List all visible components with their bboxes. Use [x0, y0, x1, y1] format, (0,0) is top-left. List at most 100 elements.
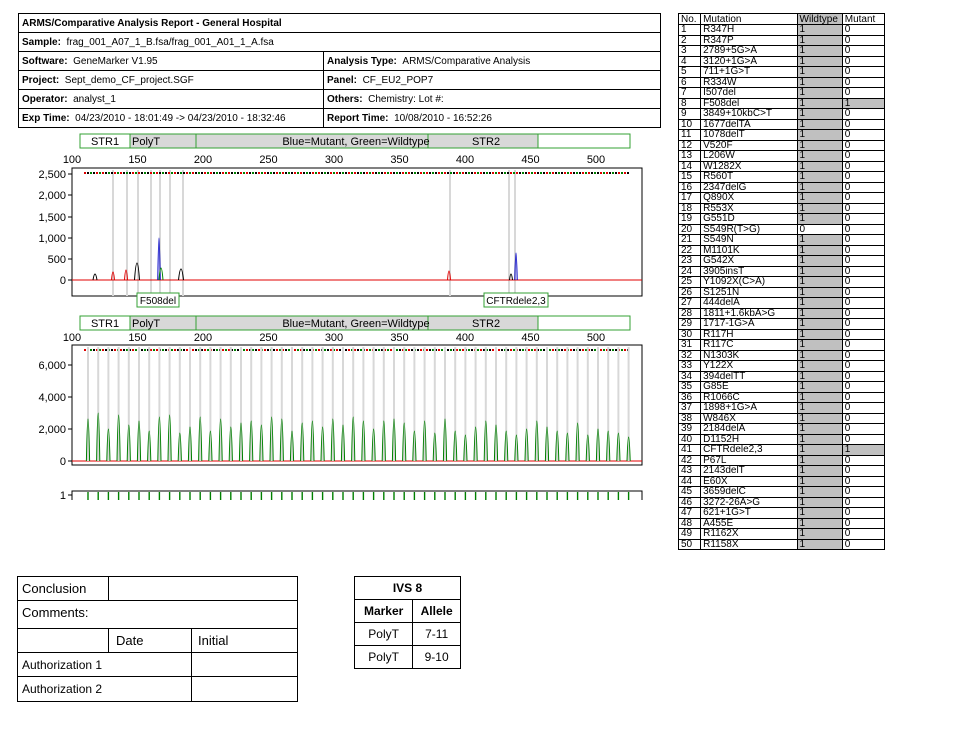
top-strip-dot [288, 349, 290, 351]
mutation-wildtype: 1 [796, 360, 843, 372]
top-strip-dot [501, 349, 503, 351]
top-strip-dot [264, 172, 266, 174]
x-tick-label: 500 [587, 154, 605, 166]
mutation-wildtype: 1 [796, 391, 843, 403]
top-strip-dot [552, 349, 554, 351]
top-strip-dot [195, 172, 197, 174]
top-strip-dot [144, 349, 146, 351]
peak [391, 418, 397, 462]
mutation-wildtype: 1 [796, 339, 843, 351]
top-strip-dot [618, 172, 620, 174]
top-strip-dot [198, 172, 200, 174]
top-strip-dot [330, 172, 332, 174]
top-strip-dot [351, 349, 353, 351]
peak [111, 271, 115, 281]
authorization-2-label: Authorization 2 [22, 682, 103, 696]
mutation-no: 4 [677, 55, 702, 67]
top-strip-dot [156, 349, 158, 351]
mutation-no: 19 [677, 213, 702, 225]
top-strip-dot [597, 172, 599, 174]
top-strip-dot [120, 172, 122, 174]
mutation-row: 19 G551D 1 0 [677, 213, 886, 225]
peak [504, 430, 509, 462]
mutation-mutant: 1 [841, 97, 886, 109]
top-strip-dot [282, 349, 284, 351]
top-strip-dot [213, 172, 215, 174]
top-strip-dot [285, 349, 287, 351]
analysis-type-label: Analysis Type: [327, 56, 397, 67]
top-strip-dot [471, 349, 473, 351]
top-strip-dot [276, 349, 278, 351]
mutation-no: 48 [677, 517, 702, 529]
mutation-no: 11 [677, 129, 702, 141]
peak [300, 422, 305, 462]
mutation-mutant: 0 [841, 370, 886, 382]
top-strip-dot [273, 349, 275, 351]
mutation-table-header: No. Mutation Wildtype Mutant [677, 13, 886, 25]
top-strip-dot [153, 172, 155, 174]
mutation-row: 38 W846X 1 0 [677, 412, 886, 424]
ivs8-marker: PolyT [353, 622, 414, 646]
mutation-wildtype: 1 [796, 276, 843, 288]
top-strip-dot [336, 349, 338, 351]
peak [178, 268, 184, 281]
mutation-wildtype: 1 [796, 349, 843, 361]
mutation-row: 29 1717-1G>A 1 0 [677, 318, 886, 330]
peak [116, 414, 121, 462]
report-time-value: 10/08/2010 - 16:52:26 [394, 113, 492, 124]
top-strip-dot [624, 172, 626, 174]
ivs8-marker-header: Marker [353, 599, 414, 623]
col-header-mutation: Mutation [700, 13, 798, 25]
top-strip-dot [222, 172, 224, 174]
mutation-wildtype: 1 [796, 528, 843, 540]
peak [177, 432, 182, 462]
top-strip-dot [180, 172, 182, 174]
top-strip-dot [186, 172, 188, 174]
top-strip-dot [90, 349, 92, 351]
top-strip-dot [612, 349, 614, 351]
mutation-name: 394delTT [700, 370, 798, 382]
mutation-row: 5 711+1G>T 1 0 [677, 66, 886, 78]
mutation-name: P67L [700, 454, 798, 466]
top-strip-dot [228, 349, 230, 351]
top-strip-dot [279, 172, 281, 174]
cftr-marker-box [483, 292, 549, 308]
mutation-row: 17 Q890X 1 0 [677, 192, 886, 204]
top-strip-dot [114, 349, 116, 351]
mutation-wildtype: 1 [796, 496, 843, 508]
peak [167, 414, 172, 462]
top-strip-dot [315, 349, 317, 351]
top-strip-dot [330, 349, 332, 351]
mutation-name: 2184delA [700, 423, 798, 435]
top-strip-dot [615, 349, 617, 351]
mutation-mutant: 0 [841, 360, 886, 372]
mutation-name: R347P [700, 34, 798, 46]
peak [453, 430, 458, 462]
top-strip-dot [219, 172, 221, 174]
top-strip-dot [375, 349, 377, 351]
top-strip-dot [321, 172, 323, 174]
top-strip-dot [255, 172, 257, 174]
top-strip-dot [120, 349, 122, 351]
top-strip-dot [498, 349, 500, 351]
mutation-name: G85E [700, 381, 798, 393]
top-strip-dot [507, 172, 509, 174]
top-strip-dot [588, 349, 590, 351]
top-strip-dot [285, 172, 287, 174]
top-strip-dot [267, 349, 269, 351]
top-strip-dot [573, 349, 575, 351]
mutation-mutant: 0 [841, 318, 886, 330]
mutation-wildtype: 1 [796, 465, 843, 477]
top-strip-dot [474, 172, 476, 174]
mutation-mutant: 0 [841, 391, 886, 403]
top-strip-dot [558, 349, 560, 351]
mutation-mutant: 0 [841, 412, 886, 424]
top-strip-dot [438, 172, 440, 174]
top-strip-dot [339, 349, 341, 351]
operator-label: Operator: [22, 94, 68, 105]
ivs8-allele: 9-10 [412, 645, 461, 669]
top-strip-dot [177, 349, 179, 351]
mutation-row: 18 R553X 1 0 [677, 202, 886, 214]
mutation-wildtype: 1 [796, 45, 843, 57]
peak [432, 432, 437, 462]
